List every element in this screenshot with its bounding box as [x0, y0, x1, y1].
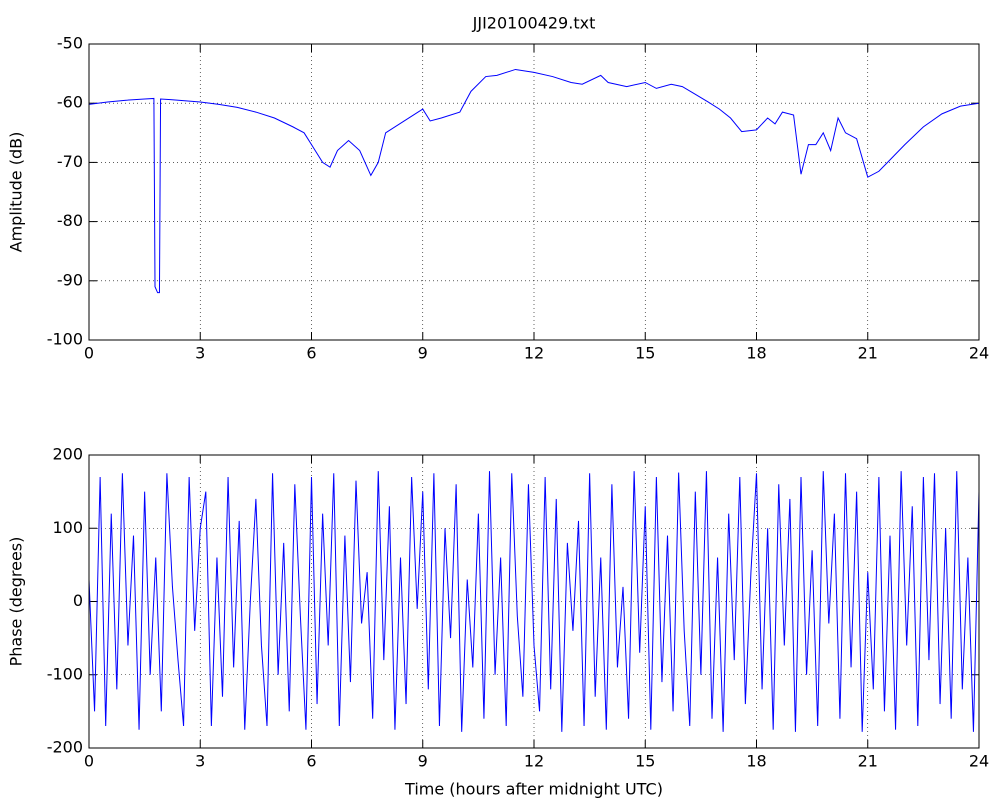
x-tick-label: 12 [524, 344, 544, 363]
x-tick-label: 3 [195, 752, 205, 771]
y-tick-label: 100 [52, 518, 83, 537]
x-tick-label: 21 [858, 752, 878, 771]
axes-frame [88, 454, 980, 749]
y-tick-label: 0 [73, 591, 83, 610]
x-tick-label: 15 [635, 344, 655, 363]
x-tick-label: 21 [858, 344, 878, 363]
y-tick-label: -200 [47, 738, 83, 757]
x-axis-label: Time (hours after midnight UTC) [404, 780, 663, 799]
x-tick-label: 12 [524, 752, 544, 771]
y-tick-label: -60 [57, 93, 83, 112]
y-tick-label: -90 [57, 270, 83, 289]
x-tick-label: 24 [969, 344, 989, 363]
y-tick-label: -80 [57, 211, 83, 230]
data-line [88, 68, 980, 294]
x-tick-label: 24 [969, 752, 989, 771]
y-axis-label: Phase (degrees) [7, 537, 26, 667]
x-tick-label: 3 [195, 344, 205, 363]
y-tick-label: 200 [52, 445, 83, 464]
y-tick-label: -100 [47, 664, 83, 683]
x-tick-label: 18 [746, 752, 766, 771]
y-tick-label: -100 [47, 330, 83, 349]
data-line [88, 471, 980, 732]
x-tick-label: 6 [306, 752, 316, 771]
x-tick-label: 6 [306, 344, 316, 363]
x-tick-label: 18 [746, 344, 766, 363]
x-tick-label: 9 [418, 752, 428, 771]
x-tick-label: 0 [84, 344, 94, 363]
x-tick-label: 0 [84, 752, 94, 771]
y-axis-label: Amplitude (dB) [7, 132, 26, 253]
y-tick-label: -70 [57, 152, 83, 171]
y-tick-label: -50 [57, 34, 83, 53]
chart-title: JJI20100429.txt [472, 14, 596, 33]
x-tick-label: 15 [635, 752, 655, 771]
axes-frame [88, 43, 980, 341]
x-tick-label: 9 [418, 344, 428, 363]
